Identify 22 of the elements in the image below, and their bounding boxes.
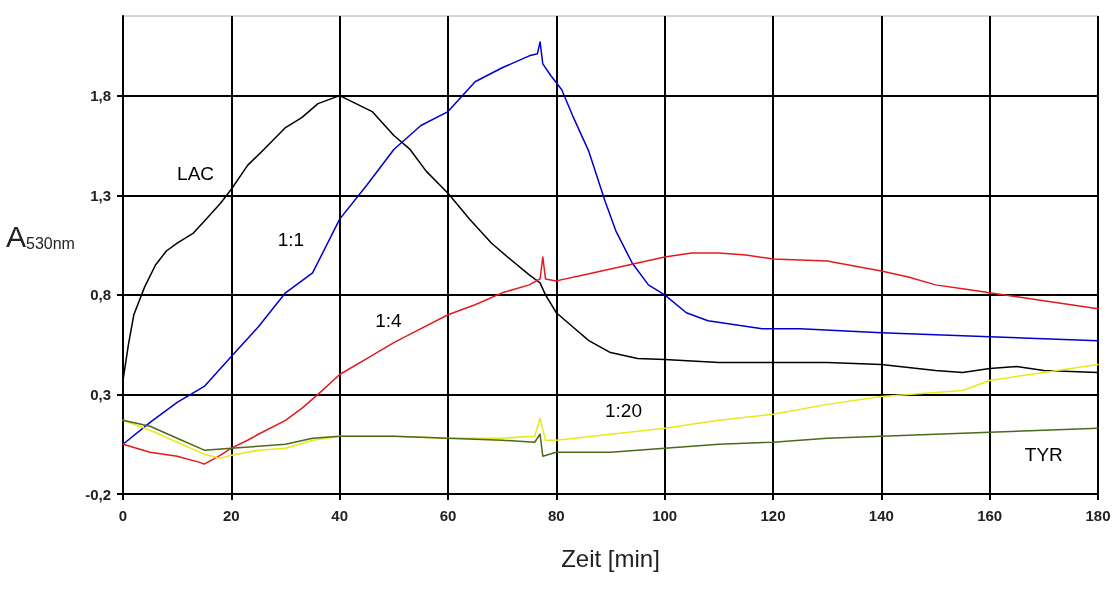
series-label: TYR: [1024, 443, 1063, 465]
x-tick-label: 180: [1085, 507, 1111, 524]
y-tick-label: 1,3: [90, 186, 111, 204]
x-tick-label: 40: [331, 507, 349, 524]
y-tick-label: -0,2: [85, 485, 111, 503]
y-tick-label: 0,8: [90, 286, 111, 304]
series-label: LAC: [177, 162, 215, 184]
y-tick-label: 0,3: [90, 385, 111, 403]
series-label: 1:1: [277, 228, 305, 250]
x-tick-label: 100: [652, 507, 678, 524]
x-tick-label: 60: [439, 507, 457, 524]
y-axis-title: A$_{530nm}$: [6, 220, 75, 253]
x-tick-label: 20: [222, 507, 240, 524]
x-tick-label: 140: [868, 507, 894, 524]
series-label: 1:20: [605, 399, 642, 421]
x-tick-label: 120: [760, 507, 786, 524]
x-axis-title: Zeit [min]: [561, 544, 660, 572]
x-tick-label: 0: [118, 507, 128, 524]
series-label: 1:4: [375, 310, 403, 332]
x-tick-label: 160: [977, 507, 1003, 524]
y-tick-label: 1,8: [90, 87, 111, 105]
x-tick-label: 80: [547, 507, 565, 524]
